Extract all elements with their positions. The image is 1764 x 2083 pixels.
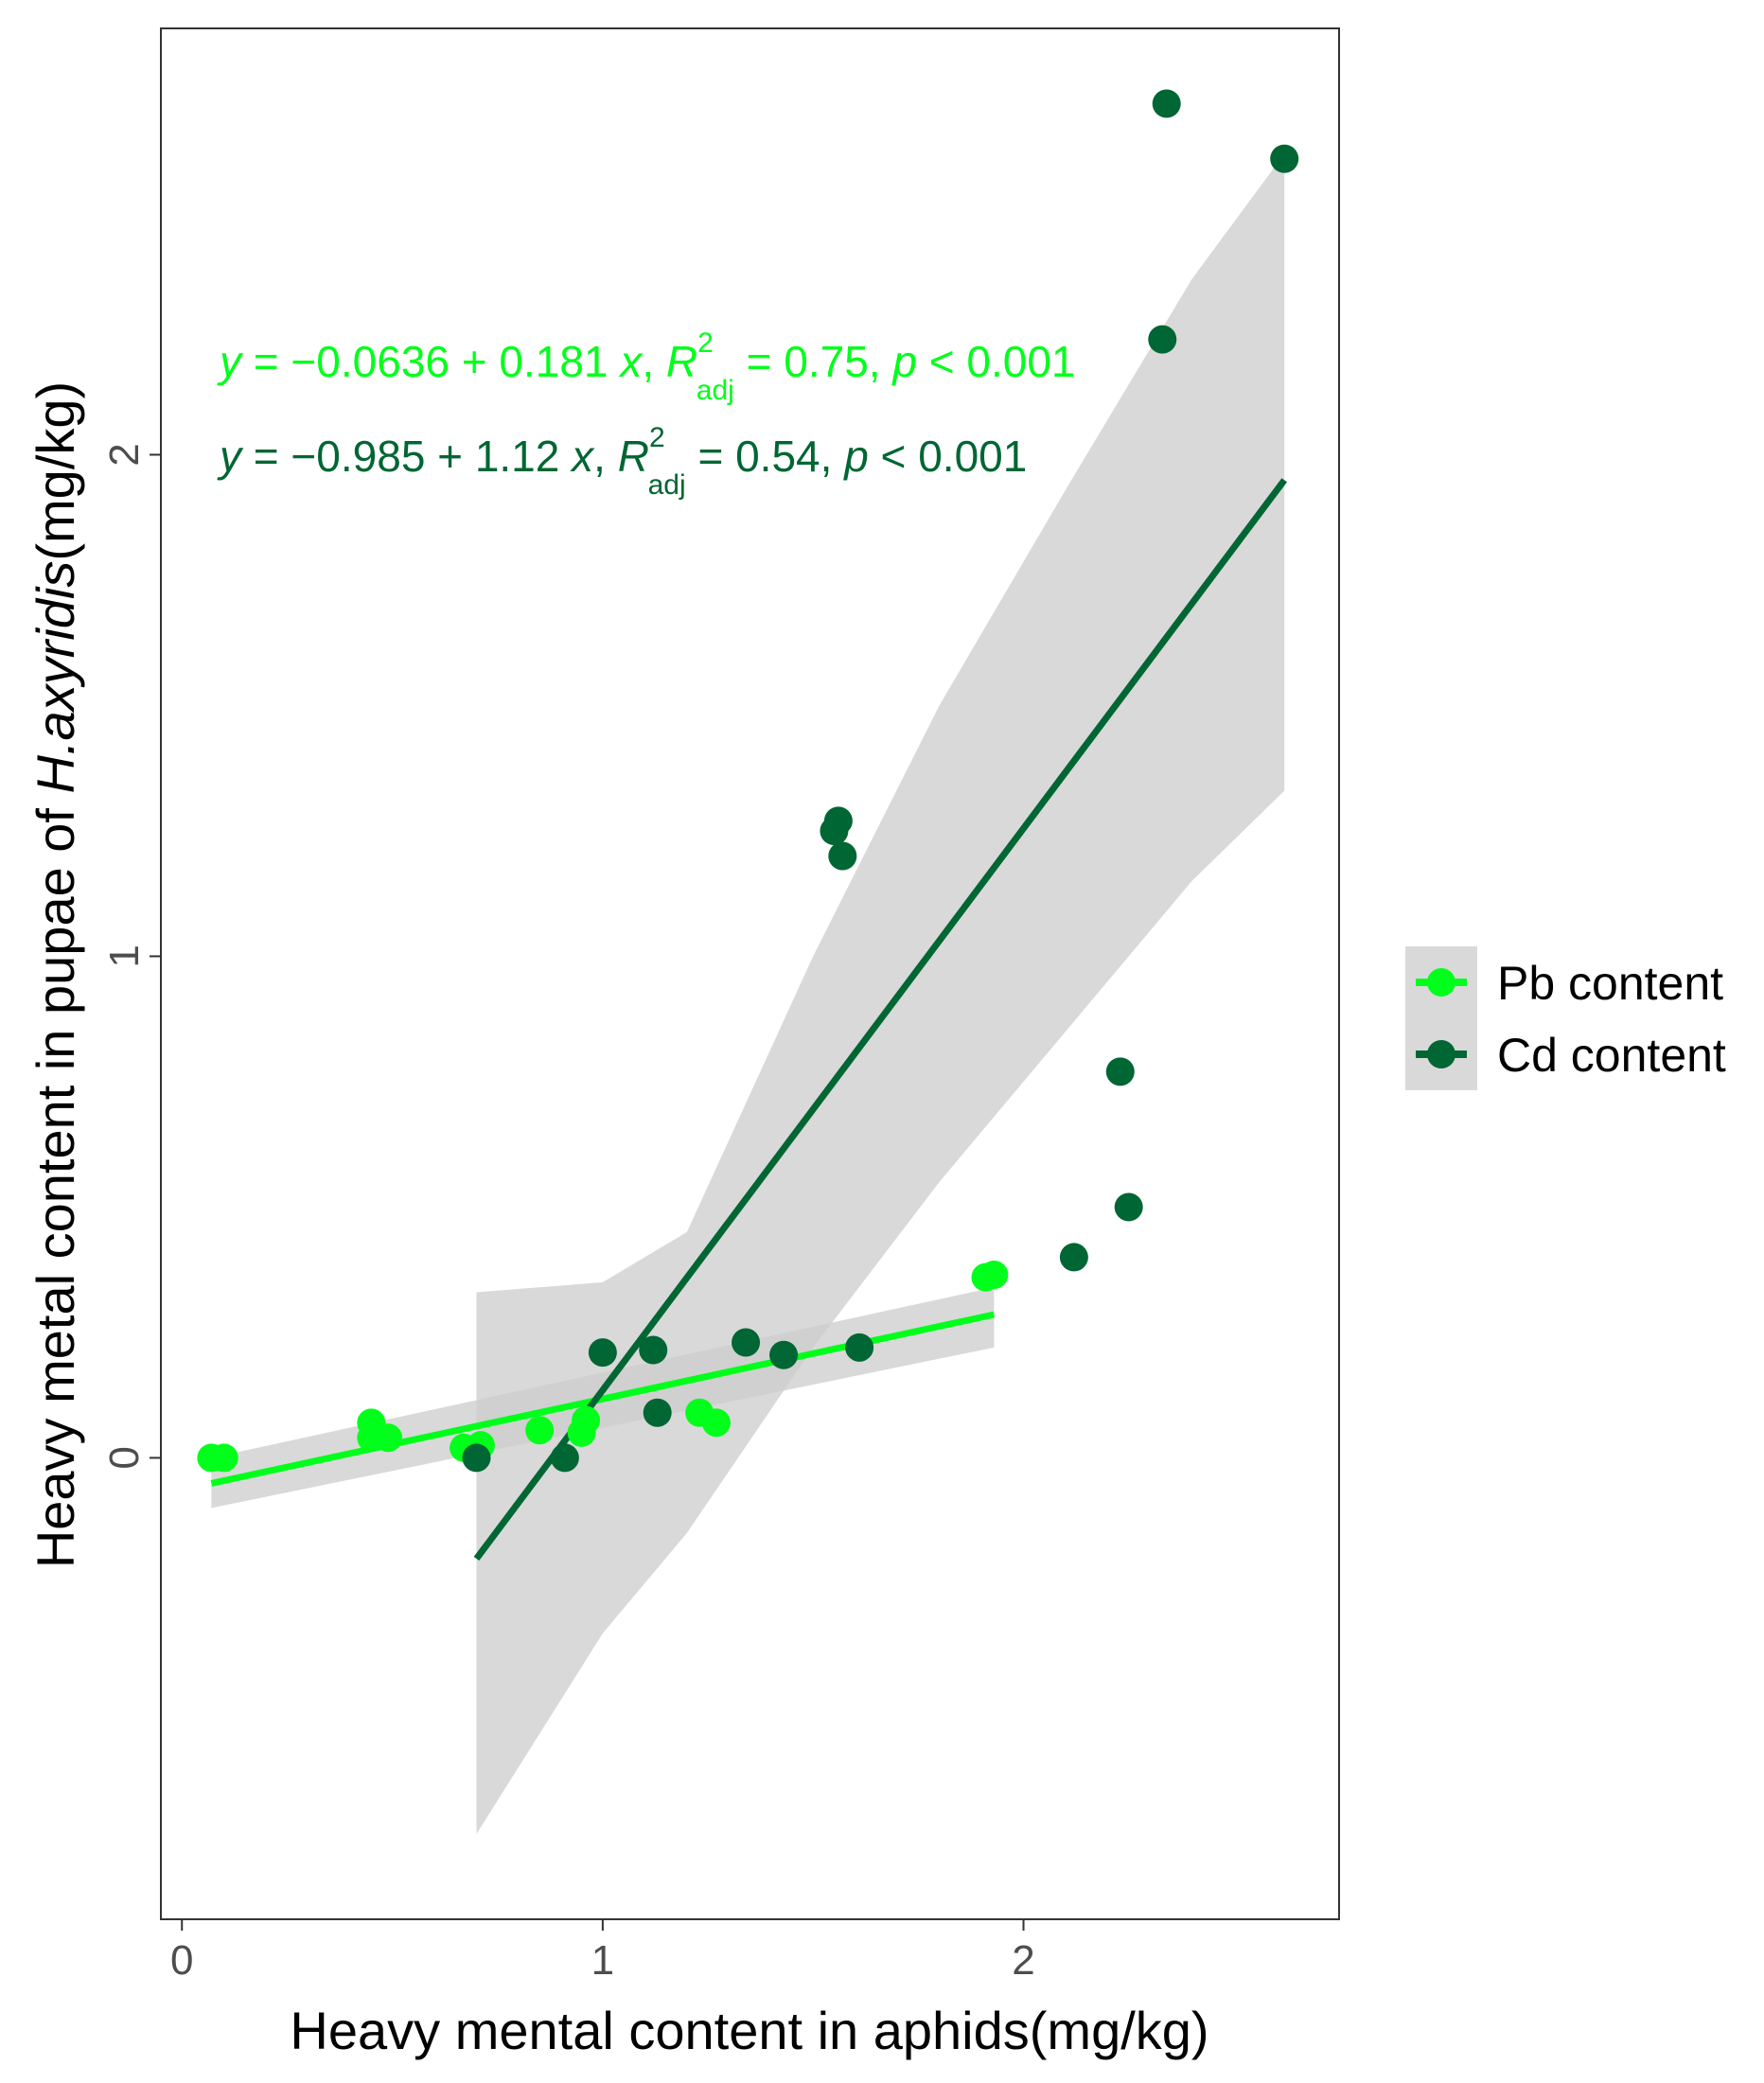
data-point-pb <box>701 1408 731 1438</box>
eq-sup: 2 <box>649 422 665 453</box>
eq-y: y <box>217 432 244 481</box>
x-tick-label: 0 <box>170 1937 193 1984</box>
eq-body: = −0.0636 + 0.181 <box>241 337 620 386</box>
data-point-cd <box>643 1398 672 1427</box>
data-point-pb <box>525 1416 555 1445</box>
y-tick-label: 0 <box>101 1446 148 1469</box>
data-point-cd <box>769 1340 799 1369</box>
data-point-cd <box>550 1443 579 1473</box>
data-point-cd <box>732 1328 761 1357</box>
data-point-pb <box>979 1260 1009 1289</box>
confidence-bands <box>211 153 1285 1834</box>
legend-key-bg <box>1405 946 1477 1090</box>
plot-panel-border <box>160 27 1340 1920</box>
data-point-cd <box>823 806 853 836</box>
data-point-cd <box>1152 89 1181 118</box>
data-point-pb <box>209 1443 238 1473</box>
eq-sep: , <box>593 432 618 481</box>
eq-body: < 0.001 <box>917 337 1076 386</box>
data-point-cd <box>1105 1057 1135 1086</box>
data-point-cd <box>828 841 857 871</box>
data-point-pb <box>374 1423 403 1453</box>
legend-label-cd: Cd content <box>1497 1029 1726 1082</box>
eq-sup: 2 <box>697 327 714 359</box>
eq-sep: , <box>642 337 666 386</box>
data-point-cd <box>588 1338 617 1368</box>
data-point-cd <box>1114 1192 1143 1222</box>
eq-y: y <box>217 337 244 386</box>
y-tick-label: 2 <box>101 443 148 466</box>
data-point-cd <box>1270 144 1299 173</box>
legend-key-cd-point <box>1427 1040 1455 1068</box>
data-point-pb <box>572 1405 601 1435</box>
eq-body: = 0.75, <box>734 337 893 386</box>
data-point-cd <box>845 1333 874 1362</box>
eq-p: p <box>842 432 869 481</box>
data-point-cd <box>462 1443 491 1473</box>
data-point-cd <box>1148 325 1177 354</box>
y-axis-title-prefix: Heavy metal content in pupae of <box>26 793 85 1568</box>
confidence-band-cd <box>476 153 1285 1834</box>
eq-r: R <box>666 337 697 386</box>
eq-body: = 0.54, <box>686 432 845 481</box>
data-point-cd <box>639 1335 668 1365</box>
eq-sub: adj <box>648 469 686 501</box>
y-axis-title-species: H.axyridis <box>26 561 85 794</box>
eq-x: x <box>570 432 595 481</box>
legend-key-pb-point <box>1427 968 1455 997</box>
x-axis-title: Heavy mental content in aphids(mg/kg) <box>290 2001 1208 2060</box>
x-tick-label: 1 <box>591 1937 614 1984</box>
eq-body: = −0.985 + 1.12 <box>241 432 572 481</box>
eq-r: R <box>618 432 649 481</box>
regression-line-cd <box>473 478 1287 1562</box>
eq-body: < 0.001 <box>869 432 1028 481</box>
x-tick-label: 2 <box>1012 1937 1034 1984</box>
eq-sub: adj <box>697 375 734 406</box>
equation-cd: y = −0.985 + 1.12 x, R2 adj = 0.54, p < 0… <box>217 422 1027 501</box>
y-axis-title: Heavy metal content in pupae of H.axyrid… <box>26 381 85 1568</box>
data-points <box>197 89 1299 1473</box>
eq-p: p <box>891 337 917 386</box>
legend: Pb content Cd content <box>1405 946 1726 1090</box>
equation-pb: y = −0.0636 + 0.181 x, R2 adj = 0.75, p <… <box>217 327 1076 406</box>
y-tick-label: 1 <box>101 944 148 967</box>
eq-x: x <box>618 337 644 386</box>
axis-ticks: 0 1 2 0 1 2 <box>101 443 1035 1984</box>
data-point-cd <box>1059 1243 1088 1272</box>
y-axis-title-suffix: (mg/kg) <box>26 381 85 561</box>
legend-label-pb: Pb content <box>1497 957 1723 1010</box>
